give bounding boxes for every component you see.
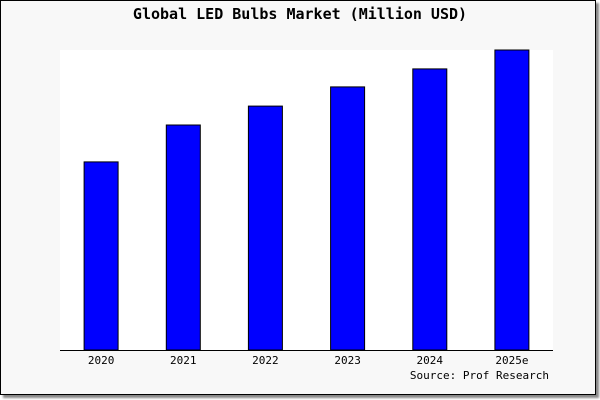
source-note: Source: Prof Research: [410, 369, 549, 382]
x-tick-label: 2025e: [495, 354, 528, 367]
bar-2025e: [494, 49, 530, 351]
chart-title: Global LED Bulbs Market (Million USD): [133, 5, 467, 23]
bar-2023: [330, 86, 366, 351]
x-tick-label: 2021: [170, 354, 197, 367]
bar-2022: [247, 105, 283, 351]
x-tick-label: 2024: [417, 354, 444, 367]
x-tick-label: 2020: [88, 354, 115, 367]
x-tick-label: 2023: [334, 354, 361, 367]
bar-2020: [83, 161, 119, 351]
bar-2021: [165, 124, 201, 351]
x-tick-label: 2022: [252, 354, 279, 367]
plot-area: [60, 50, 553, 350]
bar-2024: [412, 68, 448, 351]
